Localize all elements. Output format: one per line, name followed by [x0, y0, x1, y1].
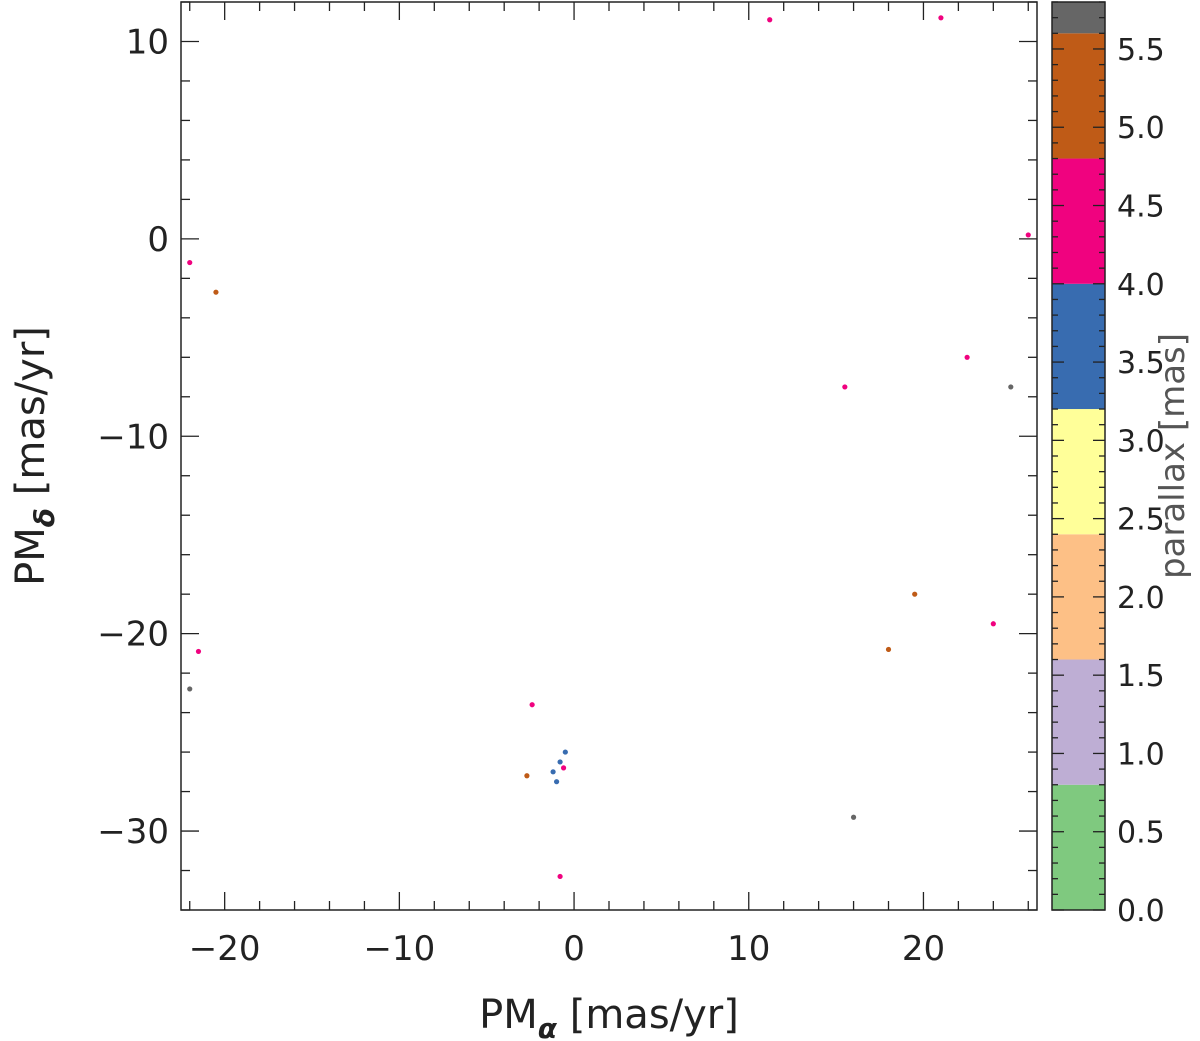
data-point: [1008, 384, 1014, 390]
colorbar-tick-label: 5.0: [1117, 111, 1165, 146]
x-tick-label: 0: [563, 929, 585, 969]
colorbar-tick-label: 1.0: [1117, 737, 1165, 772]
data-point: [767, 17, 773, 23]
data-point: [529, 702, 535, 708]
data-point: [842, 384, 848, 390]
colorbar-tick-label: 1.5: [1117, 659, 1165, 694]
data-point: [187, 259, 193, 266]
y-tick-label: 10: [126, 22, 169, 62]
data-point: [850, 814, 857, 820]
data-point: [557, 873, 563, 880]
data-point: [213, 289, 219, 295]
data-point: [553, 779, 560, 785]
colorbar-segment: [1052, 784, 1105, 910]
colorbar-tick-label: 0.0: [1117, 894, 1165, 929]
colorbar-segment: [1052, 33, 1105, 159]
data-point: [990, 621, 996, 627]
data-point: [524, 773, 530, 779]
colorbar-title: parallax [mas]: [1153, 333, 1193, 579]
x-tick-label: −10: [363, 929, 435, 969]
colorbar-segment: [1052, 659, 1105, 785]
colorbar-segment: [1052, 2, 1105, 34]
data-point: [560, 765, 567, 771]
colorbar-tick-label: 4.0: [1117, 268, 1165, 303]
data-point: [885, 646, 892, 653]
y-axis-title: PMδ [mas/yr]: [8, 326, 61, 586]
data-point: [550, 769, 556, 775]
colorbar-tick-label: 2.0: [1117, 581, 1165, 616]
y-tick-label: −20: [97, 615, 169, 655]
colorbar-segment: [1052, 158, 1105, 284]
colorbar-tick-label: 4.5: [1117, 190, 1165, 225]
colorbar-tick-label: 0.5: [1117, 816, 1165, 851]
x-tick-label: 10: [727, 929, 770, 969]
x-tick-label: −20: [189, 929, 261, 969]
data-point: [964, 354, 970, 360]
x-axis-title: PMα [mas/yr]: [479, 992, 739, 1041]
y-tick-label: 0: [147, 220, 169, 260]
data-point: [562, 749, 568, 755]
data-point: [1025, 232, 1031, 238]
colorbar-tick-label: 3.5: [1117, 346, 1165, 381]
data-point: [912, 591, 918, 597]
colorbar: 0.0 0.5 1.0 1.5 2.0 2.5 3.0 3.5 4.0 4.5 5.0 5.5: [1051, 1, 1165, 929]
y-tick-label: −10: [97, 417, 169, 457]
colorbar-tick-label: 3.0: [1117, 424, 1165, 459]
x-tick-label: 20: [902, 929, 945, 969]
y-tick-label: −30: [97, 812, 169, 852]
data-point: [938, 15, 944, 21]
colorbar-segment: [1052, 409, 1105, 535]
data-point: [557, 759, 563, 765]
data-point: [187, 686, 193, 692]
scatter-points: [187, 15, 1031, 880]
axis-ticks: −20 −10 0 10 20 10 0 −10 −20 −30: [97, 1, 1037, 969]
colorbar-segment: [1052, 283, 1105, 410]
data-point: [195, 648, 202, 655]
colorbar-tick-label: 2.5: [1117, 503, 1165, 538]
colorbar-tick-label: 5.5: [1117, 33, 1165, 68]
